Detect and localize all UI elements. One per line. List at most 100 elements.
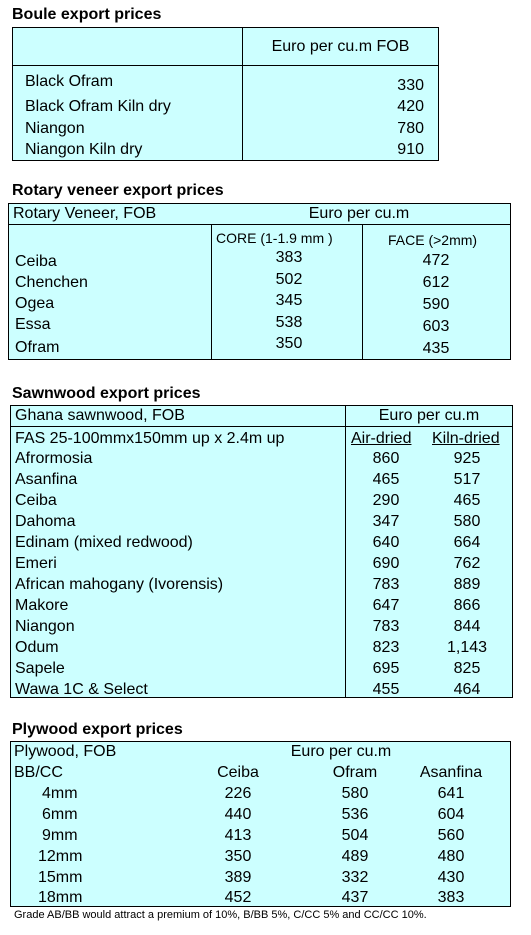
sawnwood-air-value: 823 <box>372 639 400 656</box>
plywood-ceiba-value: 226 <box>224 785 252 802</box>
sawnwood-spec: FAS 25-100mmx150mm up x 2.4m up <box>15 430 285 447</box>
sawnwood-kiln-value: 762 <box>453 555 481 572</box>
sawnwood-kiln-value: 517 <box>453 471 481 488</box>
plywood-size: 12mm <box>38 848 83 865</box>
sawnwood-kiln-value: 1,143 <box>446 639 488 656</box>
sawnwood-species: African mahogany (Ivorensis) <box>15 576 224 593</box>
rotary-species: Ceiba <box>15 253 57 270</box>
sawnwood-col-air: Air-dried <box>351 430 412 447</box>
plywood-table: Plywood, FOB Euro per cu.m BB/CC Ceiba O… <box>10 741 511 907</box>
plywood-ofram-value: 332 <box>341 869 369 886</box>
plywood-ofram-value: 536 <box>341 806 369 823</box>
sawnwood-species: Edinam (mixed redwood) <box>15 534 193 551</box>
sawnwood-kiln-value: 664 <box>453 534 481 551</box>
sawnwood-kiln-value: 844 <box>453 618 481 635</box>
plywood-size: 15mm <box>38 869 83 886</box>
sawnwood-kiln-value: 465 <box>453 492 481 509</box>
boule-title: Boule export prices <box>12 6 162 23</box>
boule-price: 420 <box>397 98 424 115</box>
plywood-size: 4mm <box>42 785 78 802</box>
boule-species: Black Ofram Kiln dry <box>25 98 171 115</box>
divider <box>13 65 438 66</box>
sawnwood-table: Ghana sawnwood, FOB Euro per cu.m FAS 25… <box>10 405 513 698</box>
sawnwood-species: Emeri <box>15 555 57 572</box>
sawnwood-air-value: 783 <box>372 576 400 593</box>
sawnwood-air-value: 290 <box>372 492 400 509</box>
plywood-size: 6mm <box>42 806 78 823</box>
sawnwood-title: Sawnwood export prices <box>12 385 201 402</box>
boule-species: Niangon <box>25 120 85 137</box>
sawnwood-species: Makore <box>15 597 69 614</box>
rotary-table: Rotary Veneer, FOB Euro per cu.m CORE (1… <box>8 203 511 360</box>
sawnwood-species: Ceiba <box>15 492 57 509</box>
sawnwood-kiln-value: 925 <box>453 450 481 467</box>
sawnwood-header-left: Ghana sawnwood, FOB <box>15 407 185 424</box>
sawnwood-species: Wawa 1C & Select <box>15 681 148 698</box>
plywood-asanfina-value: 641 <box>437 785 465 802</box>
sawnwood-kiln-value: 825 <box>453 660 481 677</box>
rotary-core-value: 538 <box>275 314 303 331</box>
rotary-header-left: Rotary Veneer, FOB <box>13 205 157 222</box>
rotary-face-value: 590 <box>422 296 450 313</box>
divider <box>242 28 243 160</box>
rotary-header-right: Euro per cu.m <box>308 205 410 222</box>
rotary-core-value: 350 <box>275 335 303 352</box>
plywood-size: 18mm <box>38 889 83 906</box>
rotary-title: Rotary veneer export prices <box>12 182 224 199</box>
rotary-face-value: 435 <box>422 340 450 357</box>
sawnwood-kiln-value: 464 <box>453 681 481 698</box>
sawnwood-species: Afrormosia <box>15 450 93 467</box>
rotary-core-value: 345 <box>275 292 303 309</box>
plywood-ceiba-value: 440 <box>224 806 252 823</box>
plywood-ceiba-value: 413 <box>224 827 252 844</box>
sawnwood-species: Sapele <box>15 660 65 677</box>
boule-species: Black Ofram <box>25 73 114 90</box>
sawnwood-species: Odum <box>15 639 59 656</box>
plywood-size: 9mm <box>42 827 78 844</box>
plywood-asanfina-value: 560 <box>437 827 465 844</box>
sawnwood-col-kiln: Kiln-dried <box>432 430 500 447</box>
plywood-header-left: Plywood, FOB <box>14 743 117 760</box>
sawnwood-air-value: 783 <box>372 618 400 635</box>
divider <box>11 426 512 427</box>
plywood-ofram-value: 504 <box>341 827 369 844</box>
sawnwood-air-value: 690 <box>372 555 400 572</box>
rotary-face-value: 603 <box>422 318 450 335</box>
plywood-ceiba-value: 452 <box>224 889 252 906</box>
divider <box>345 406 346 697</box>
plywood-ofram-value: 580 <box>341 785 369 802</box>
sawnwood-air-value: 640 <box>372 534 400 551</box>
divider <box>362 225 363 359</box>
plywood-col-ofram: Ofram <box>332 764 378 781</box>
rotary-species: Essa <box>15 316 51 333</box>
plywood-asanfina-value: 480 <box>437 848 465 865</box>
sawnwood-kiln-value: 580 <box>453 513 481 530</box>
rotary-species: Ogea <box>15 295 55 312</box>
boule-price: 330 <box>397 77 424 94</box>
divider <box>9 224 510 225</box>
plywood-ceiba-value: 389 <box>224 869 252 886</box>
plywood-col-ceiba: Ceiba <box>217 764 259 781</box>
rotary-col-core: CORE (1-1.9 mm ) <box>216 230 333 246</box>
sawnwood-air-value: 695 <box>372 660 400 677</box>
rotary-col-face: FACE (>2mm) <box>388 232 478 248</box>
boule-price: 910 <box>397 141 424 158</box>
sawnwood-species: Asanfina <box>15 471 78 488</box>
plywood-ofram-value: 489 <box>341 848 369 865</box>
sawnwood-air-value: 860 <box>372 450 400 467</box>
plywood-title: Plywood export prices <box>12 721 183 738</box>
plywood-header-right: Euro per cu.m <box>290 743 392 760</box>
plywood-ofram-value: 437 <box>341 889 369 906</box>
plywood-grade: BB/CC <box>14 764 63 781</box>
rotary-face-value: 612 <box>422 274 450 291</box>
rotary-face-value: 472 <box>422 252 450 269</box>
rotary-species: Ofram <box>15 339 60 356</box>
rotary-core-value: 502 <box>275 271 303 288</box>
rotary-core-value: 383 <box>275 249 303 266</box>
rotary-species: Chenchen <box>15 274 88 291</box>
sawnwood-kiln-value: 866 <box>453 597 481 614</box>
sawnwood-header-right: Euro per cu.m <box>378 407 480 424</box>
divider <box>211 225 212 359</box>
plywood-col-asanfina: Asanfina <box>419 764 483 781</box>
plywood-asanfina-value: 383 <box>437 889 465 906</box>
